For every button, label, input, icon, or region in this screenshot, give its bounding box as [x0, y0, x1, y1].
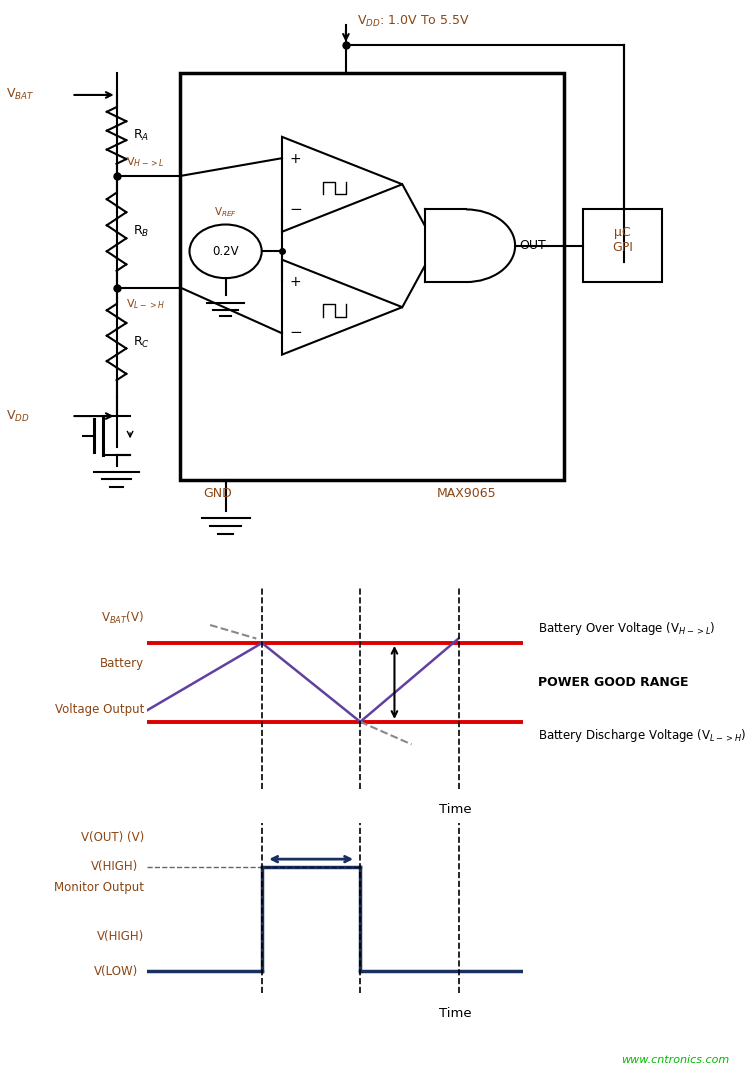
- Text: V(HIGH): V(HIGH): [91, 860, 138, 873]
- Text: V$_{BAT}$: V$_{BAT}$: [6, 87, 35, 102]
- Text: Voltage Output: Voltage Output: [55, 703, 144, 716]
- Text: Battery: Battery: [100, 657, 144, 670]
- Text: +: +: [290, 153, 301, 166]
- Text: V(LOW): V(LOW): [94, 964, 138, 977]
- Text: OUT: OUT: [519, 240, 546, 252]
- Text: V$_{BAT}$(V): V$_{BAT}$(V): [102, 610, 144, 626]
- Text: V$_{REF}$: V$_{REF}$: [214, 205, 237, 219]
- Text: V$_{H->L}$: V$_{H->L}$: [126, 156, 164, 170]
- Text: Time: Time: [438, 803, 472, 816]
- Text: V$_{L->H}$: V$_{L->H}$: [126, 297, 165, 311]
- Text: POWER GOOD RANGE: POWER GOOD RANGE: [538, 676, 688, 688]
- Text: V(HIGH): V(HIGH): [97, 930, 144, 943]
- Text: Battery Discharge Voltage (V$_{L->H}$): Battery Discharge Voltage (V$_{L->H}$): [538, 727, 746, 744]
- Text: +: +: [290, 275, 301, 289]
- Text: R$_A$: R$_A$: [133, 128, 150, 143]
- Text: V(OUT) (V): V(OUT) (V): [81, 831, 144, 844]
- Text: MAX9065: MAX9065: [436, 487, 496, 499]
- Text: www.cntronics.com: www.cntronics.com: [621, 1056, 729, 1065]
- Bar: [583, 209, 662, 282]
- Text: R$_B$: R$_B$: [133, 224, 150, 240]
- Text: −: −: [290, 324, 302, 339]
- Text: V$_{DD}$: 1.0V To 5.5V: V$_{DD}$: 1.0V To 5.5V: [357, 14, 470, 29]
- Text: Battery Over Voltage (V$_{H->L}$): Battery Over Voltage (V$_{H->L}$): [538, 621, 715, 637]
- Text: μC
GPI: μC GPI: [612, 227, 632, 255]
- Text: −: −: [290, 202, 302, 217]
- Text: R$_C$: R$_C$: [133, 334, 150, 350]
- Text: GND: GND: [204, 487, 232, 499]
- Bar: [180, 73, 564, 480]
- Text: Monitor Output: Monitor Output: [54, 881, 144, 894]
- Text: 0.2V: 0.2V: [212, 245, 239, 258]
- Text: V$_{DD}$: V$_{DD}$: [6, 408, 30, 423]
- Text: Time: Time: [438, 1006, 472, 1019]
